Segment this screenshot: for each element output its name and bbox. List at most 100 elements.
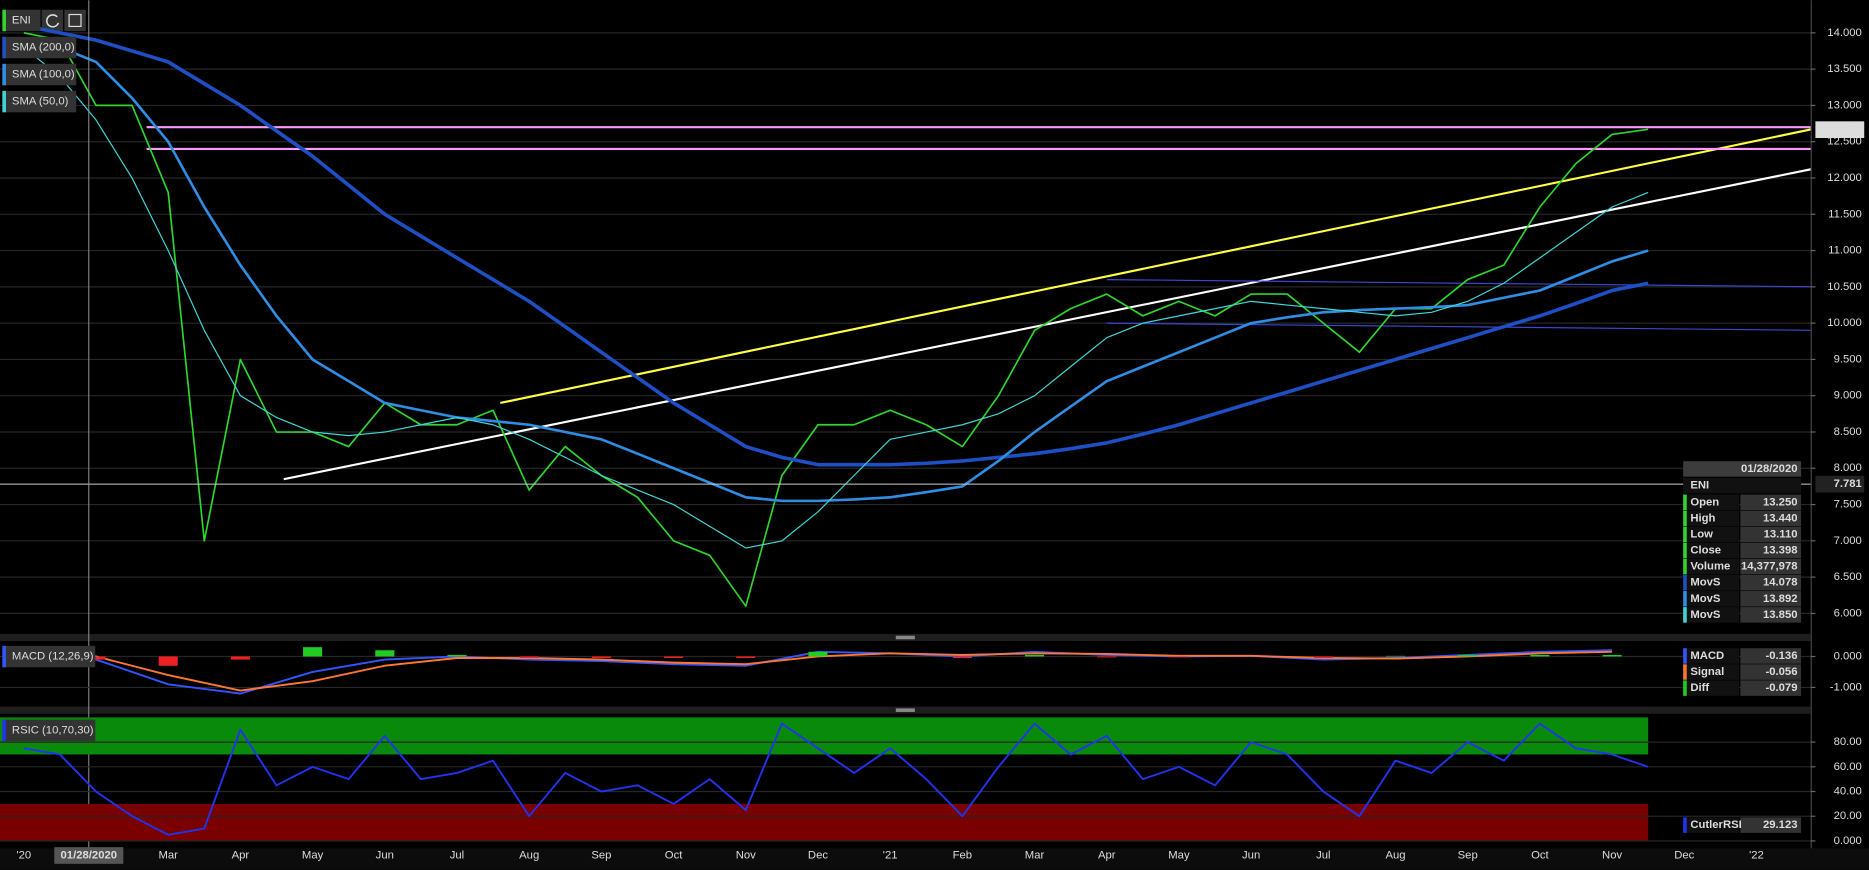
histogram-bar [1025, 654, 1045, 657]
readout-label-cell [1683, 558, 1740, 575]
readout-color-bar [1683, 607, 1687, 623]
readout-value: 14.078 [1763, 577, 1798, 589]
readout-date: 01/28/2020 [1741, 463, 1798, 475]
readout-label-cell [1683, 648, 1740, 664]
readout-value-cell [1740, 607, 1802, 623]
refresh-button[interactable] [41, 9, 64, 32]
rsi-band [0, 803, 1649, 841]
readout-color-bar [1683, 494, 1687, 511]
y-tick-label: 11.000 [1828, 245, 1862, 257]
readout-color-bar [1683, 817, 1687, 833]
readout-symbol-row [1683, 477, 1802, 494]
legend-label: SMA (100,0) [12, 69, 75, 81]
legend-swatch [2, 36, 6, 59]
x-tick-label: Nov [736, 849, 756, 861]
readout-label: Diff [1690, 682, 1709, 694]
y-tick-label: 12.000 [1827, 172, 1862, 184]
x-tick-label: '20 [16, 849, 31, 861]
legend-swatch [2, 90, 6, 113]
y-tick-label: 60.00 [1834, 761, 1862, 773]
histogram-bar [1602, 654, 1622, 657]
x-tick-label: '21 [883, 849, 898, 861]
readout-value: 29.123 [1763, 819, 1798, 831]
legend-box [2, 63, 77, 86]
readout-color-bar [1683, 526, 1687, 543]
y-tick-label: 8.000 [1834, 462, 1862, 474]
indicator-label-box [2, 645, 96, 668]
legend-swatch [2, 63, 6, 86]
readout-value-cell [1740, 574, 1802, 591]
readout-label-cell [1683, 526, 1740, 543]
calendar-button[interactable] [64, 9, 86, 32]
readout-header [1683, 461, 1802, 477]
indicator-label-box [2, 719, 96, 742]
readout-value: 13.892 [1763, 593, 1798, 605]
readout-color-bar [1683, 648, 1687, 664]
separator-handle[interactable] [895, 708, 915, 712]
x-tick-label: Jun [1242, 849, 1260, 861]
readout-label: Close [1690, 545, 1721, 557]
histogram-bar [1169, 656, 1189, 658]
readout-color-bar [1683, 510, 1687, 527]
series-line [23, 23, 1649, 467]
histogram-bar [952, 656, 972, 659]
histogram-bar [736, 656, 756, 659]
x-tick-label: '22 [1749, 849, 1764, 861]
y-tick-label: 11.500 [1828, 208, 1862, 220]
readout-color-bar [1683, 558, 1687, 575]
readout-label: Low [1690, 528, 1713, 540]
readout-value: 13.440 [1763, 512, 1798, 524]
readout-label: MovS [1690, 593, 1721, 605]
histogram-bar [1530, 654, 1550, 657]
readout-label: Open [1690, 496, 1719, 508]
x-tick-label: Oct [1531, 849, 1549, 861]
x-tick-label: May [302, 849, 324, 861]
x-tick-label: Mar [1025, 849, 1045, 861]
x-tick-label: May [1168, 849, 1190, 861]
crosshair-y-label: 7.781 [1834, 478, 1862, 490]
trend-line [500, 128, 1811, 405]
trend-line [1106, 322, 1811, 331]
panel [0, 647, 1811, 695]
readout-value-cell [1740, 664, 1802, 680]
histogram-bar [808, 651, 828, 657]
x-tick-label: Jun [376, 849, 394, 861]
y-tick-label: 13.000 [1827, 99, 1862, 111]
y-tick-label: 6.500 [1834, 571, 1862, 583]
histogram-bar [664, 656, 684, 659]
x-tick-label: Dec [1674, 849, 1694, 861]
readout-value: 13.250 [1763, 496, 1798, 508]
histogram-bar [86, 656, 106, 660]
readout-value-cell [1740, 526, 1802, 543]
toolbar [41, 9, 86, 32]
histogram-bar [303, 647, 323, 657]
readout-label-cell [1683, 664, 1740, 680]
readout-label-cell [1683, 591, 1740, 607]
last-price-box [1815, 121, 1865, 139]
readout-value-cell [1740, 542, 1802, 559]
readout-label-cell [1683, 542, 1740, 559]
x-tick-label: Aug [1385, 849, 1405, 861]
readout-value-cell [1740, 558, 1802, 575]
readout-label: Volume [1690, 561, 1730, 573]
x-tick-label: Feb [953, 849, 972, 861]
readout-label: MovS [1690, 577, 1721, 589]
x-axis-strip [0, 848, 1869, 870]
y-tick-label: -1.000 [1830, 681, 1862, 693]
x-tick-label: Apr [232, 849, 250, 861]
series-line [23, 38, 1649, 503]
histogram-bar [591, 656, 611, 659]
separator-handle[interactable] [895, 635, 915, 640]
series-line [23, 46, 1649, 549]
y-tick-label: 20.00 [1834, 810, 1862, 822]
y-tick-label: 40.00 [1834, 786, 1862, 798]
crosshair-y-box [1815, 475, 1865, 493]
series-line [23, 722, 1649, 836]
readout-label-cell [1683, 510, 1740, 527]
readout-value: -0.079 [1765, 682, 1797, 694]
y-tick-label: 13.500 [1827, 63, 1862, 75]
histogram-bar [158, 656, 178, 666]
x-tick-label: Mar [158, 849, 178, 861]
x-tick-label: Sep [1458, 849, 1478, 861]
